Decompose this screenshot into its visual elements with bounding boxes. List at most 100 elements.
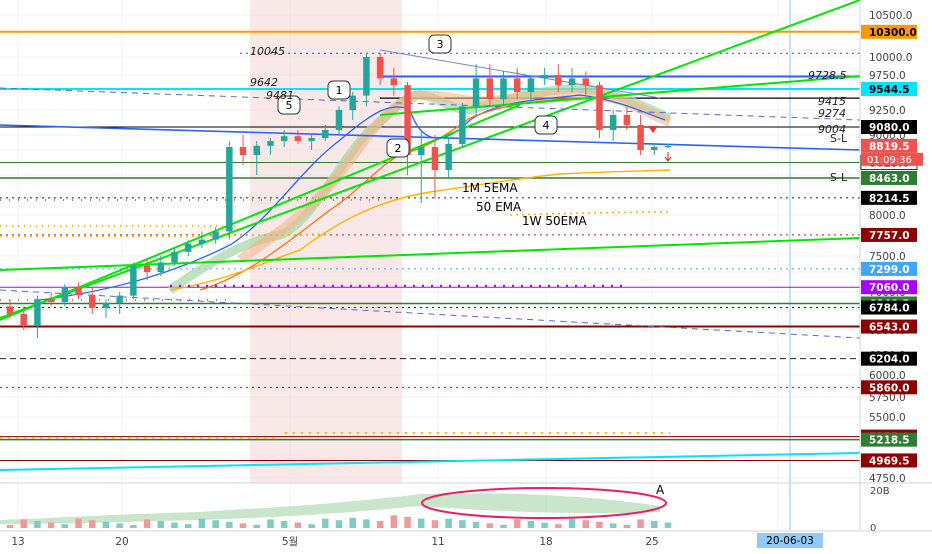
volume-bar xyxy=(89,520,96,528)
volume-bar xyxy=(500,525,507,528)
price-tick-label: 10500.0 xyxy=(869,10,912,22)
candle-body xyxy=(404,85,411,155)
price-level-tag xyxy=(861,453,917,468)
candle-body xyxy=(308,138,315,141)
price-level-tag xyxy=(861,170,917,185)
price-note: 9642 xyxy=(250,76,278,89)
highlight-band xyxy=(250,0,402,483)
candle-body xyxy=(198,239,206,244)
price-level-tag-label: 9080.0 xyxy=(869,122,910,134)
volume-bar xyxy=(376,521,384,528)
candle-body xyxy=(637,125,644,150)
volume-bar xyxy=(143,519,151,528)
volume-bar xyxy=(404,517,411,528)
candle-body xyxy=(568,78,576,86)
trend-line-top-thin xyxy=(379,49,661,99)
candle-body xyxy=(335,110,343,130)
price-tick-label: 6000.0 xyxy=(869,370,906,382)
candle-body xyxy=(664,145,672,148)
volume-bar xyxy=(102,521,110,528)
volume-bar xyxy=(171,522,178,528)
candle-body xyxy=(623,115,631,125)
candle-body xyxy=(280,136,288,141)
candle-body xyxy=(472,78,480,107)
volume-ribbon xyxy=(0,493,660,524)
candle-body xyxy=(486,78,494,100)
time-axis[interactable]: 13205월111825620-06-03 xyxy=(0,530,932,550)
candle-body xyxy=(102,302,110,308)
volume-bar xyxy=(6,525,14,528)
candle-body xyxy=(226,147,233,232)
volume-bar xyxy=(349,517,356,528)
volume-pane: A 20B 0 xyxy=(0,482,932,534)
volume-bar xyxy=(322,518,329,528)
candle-body xyxy=(349,95,356,110)
price-level-tag xyxy=(861,319,917,334)
candle-body xyxy=(651,147,658,150)
countdown-tag xyxy=(861,152,923,166)
price-tick-label: 5500.0 xyxy=(869,412,906,424)
trend-line-blue xyxy=(0,124,861,151)
price-tick-label: 4750.0 xyxy=(869,473,906,485)
time-axis-background xyxy=(0,531,932,550)
cursor-date-tag xyxy=(757,533,823,548)
volume-bar xyxy=(335,520,343,528)
wave-label: 5 xyxy=(286,99,293,112)
price-level-tag-label: 4969.5 xyxy=(869,455,910,467)
price-note: 9415 xyxy=(818,95,846,108)
volume-bar xyxy=(239,523,247,528)
candle-body xyxy=(61,288,69,303)
volume-bar xyxy=(472,521,480,528)
wave-label-box xyxy=(327,80,351,100)
price-level-tag xyxy=(861,190,917,205)
trend-line-dashed-blue xyxy=(0,87,861,121)
volume-bar xyxy=(157,521,165,528)
price-tick-label: 9750.0 xyxy=(869,70,906,82)
candle-body xyxy=(171,251,178,263)
volume-bar xyxy=(527,521,535,528)
time-tick-label: 11 xyxy=(431,536,444,548)
volume-bar xyxy=(568,518,576,528)
volume-axis-label: 0 xyxy=(870,523,876,534)
candle-body xyxy=(596,85,603,130)
volume-bar xyxy=(198,518,206,528)
volume-bar xyxy=(294,522,302,528)
price-level-tag-label: 10300.0 xyxy=(869,27,917,39)
time-tick-label: 5월 xyxy=(282,536,298,548)
sl-label: S-L xyxy=(830,132,848,145)
wave-label-box xyxy=(386,138,410,158)
price-note: 10045 xyxy=(250,45,285,58)
wave-label: 4 xyxy=(543,119,550,132)
volume-bar xyxy=(75,518,82,528)
candle-body xyxy=(89,294,96,308)
volume-bar xyxy=(486,523,494,528)
price-tick-label: 5750.0 xyxy=(869,392,906,404)
candle-body xyxy=(418,147,425,155)
candle-body xyxy=(322,130,329,138)
down-arrow-icon xyxy=(648,126,658,133)
volume-bar xyxy=(609,523,617,528)
volume-bar xyxy=(459,520,466,528)
wave-label: 2 xyxy=(395,142,402,155)
time-tick-label: 18 xyxy=(539,536,552,548)
price-level-tag-label: 5218.5 xyxy=(869,435,910,447)
volume-bar xyxy=(253,525,260,528)
sl-label: S-L xyxy=(830,171,848,184)
volume-bar xyxy=(513,519,521,528)
price-note: 9728.5 xyxy=(808,69,847,82)
countdown-label: 01:09:36 xyxy=(867,155,912,166)
candle-body xyxy=(500,78,507,100)
volume-bar xyxy=(280,521,288,528)
candle-body xyxy=(445,144,452,170)
trend-line-green-2 xyxy=(0,104,521,321)
ema-label: 50 EMA xyxy=(476,200,522,214)
price-note: 9274 xyxy=(818,107,846,120)
volume-bar xyxy=(431,520,439,528)
ema-label: 1W 50EMA xyxy=(522,214,588,228)
volume-bar xyxy=(212,520,219,528)
candle-body xyxy=(513,78,521,92)
price-level-tag xyxy=(861,138,917,153)
candle-body xyxy=(239,147,247,155)
wave-label-box xyxy=(534,115,558,135)
